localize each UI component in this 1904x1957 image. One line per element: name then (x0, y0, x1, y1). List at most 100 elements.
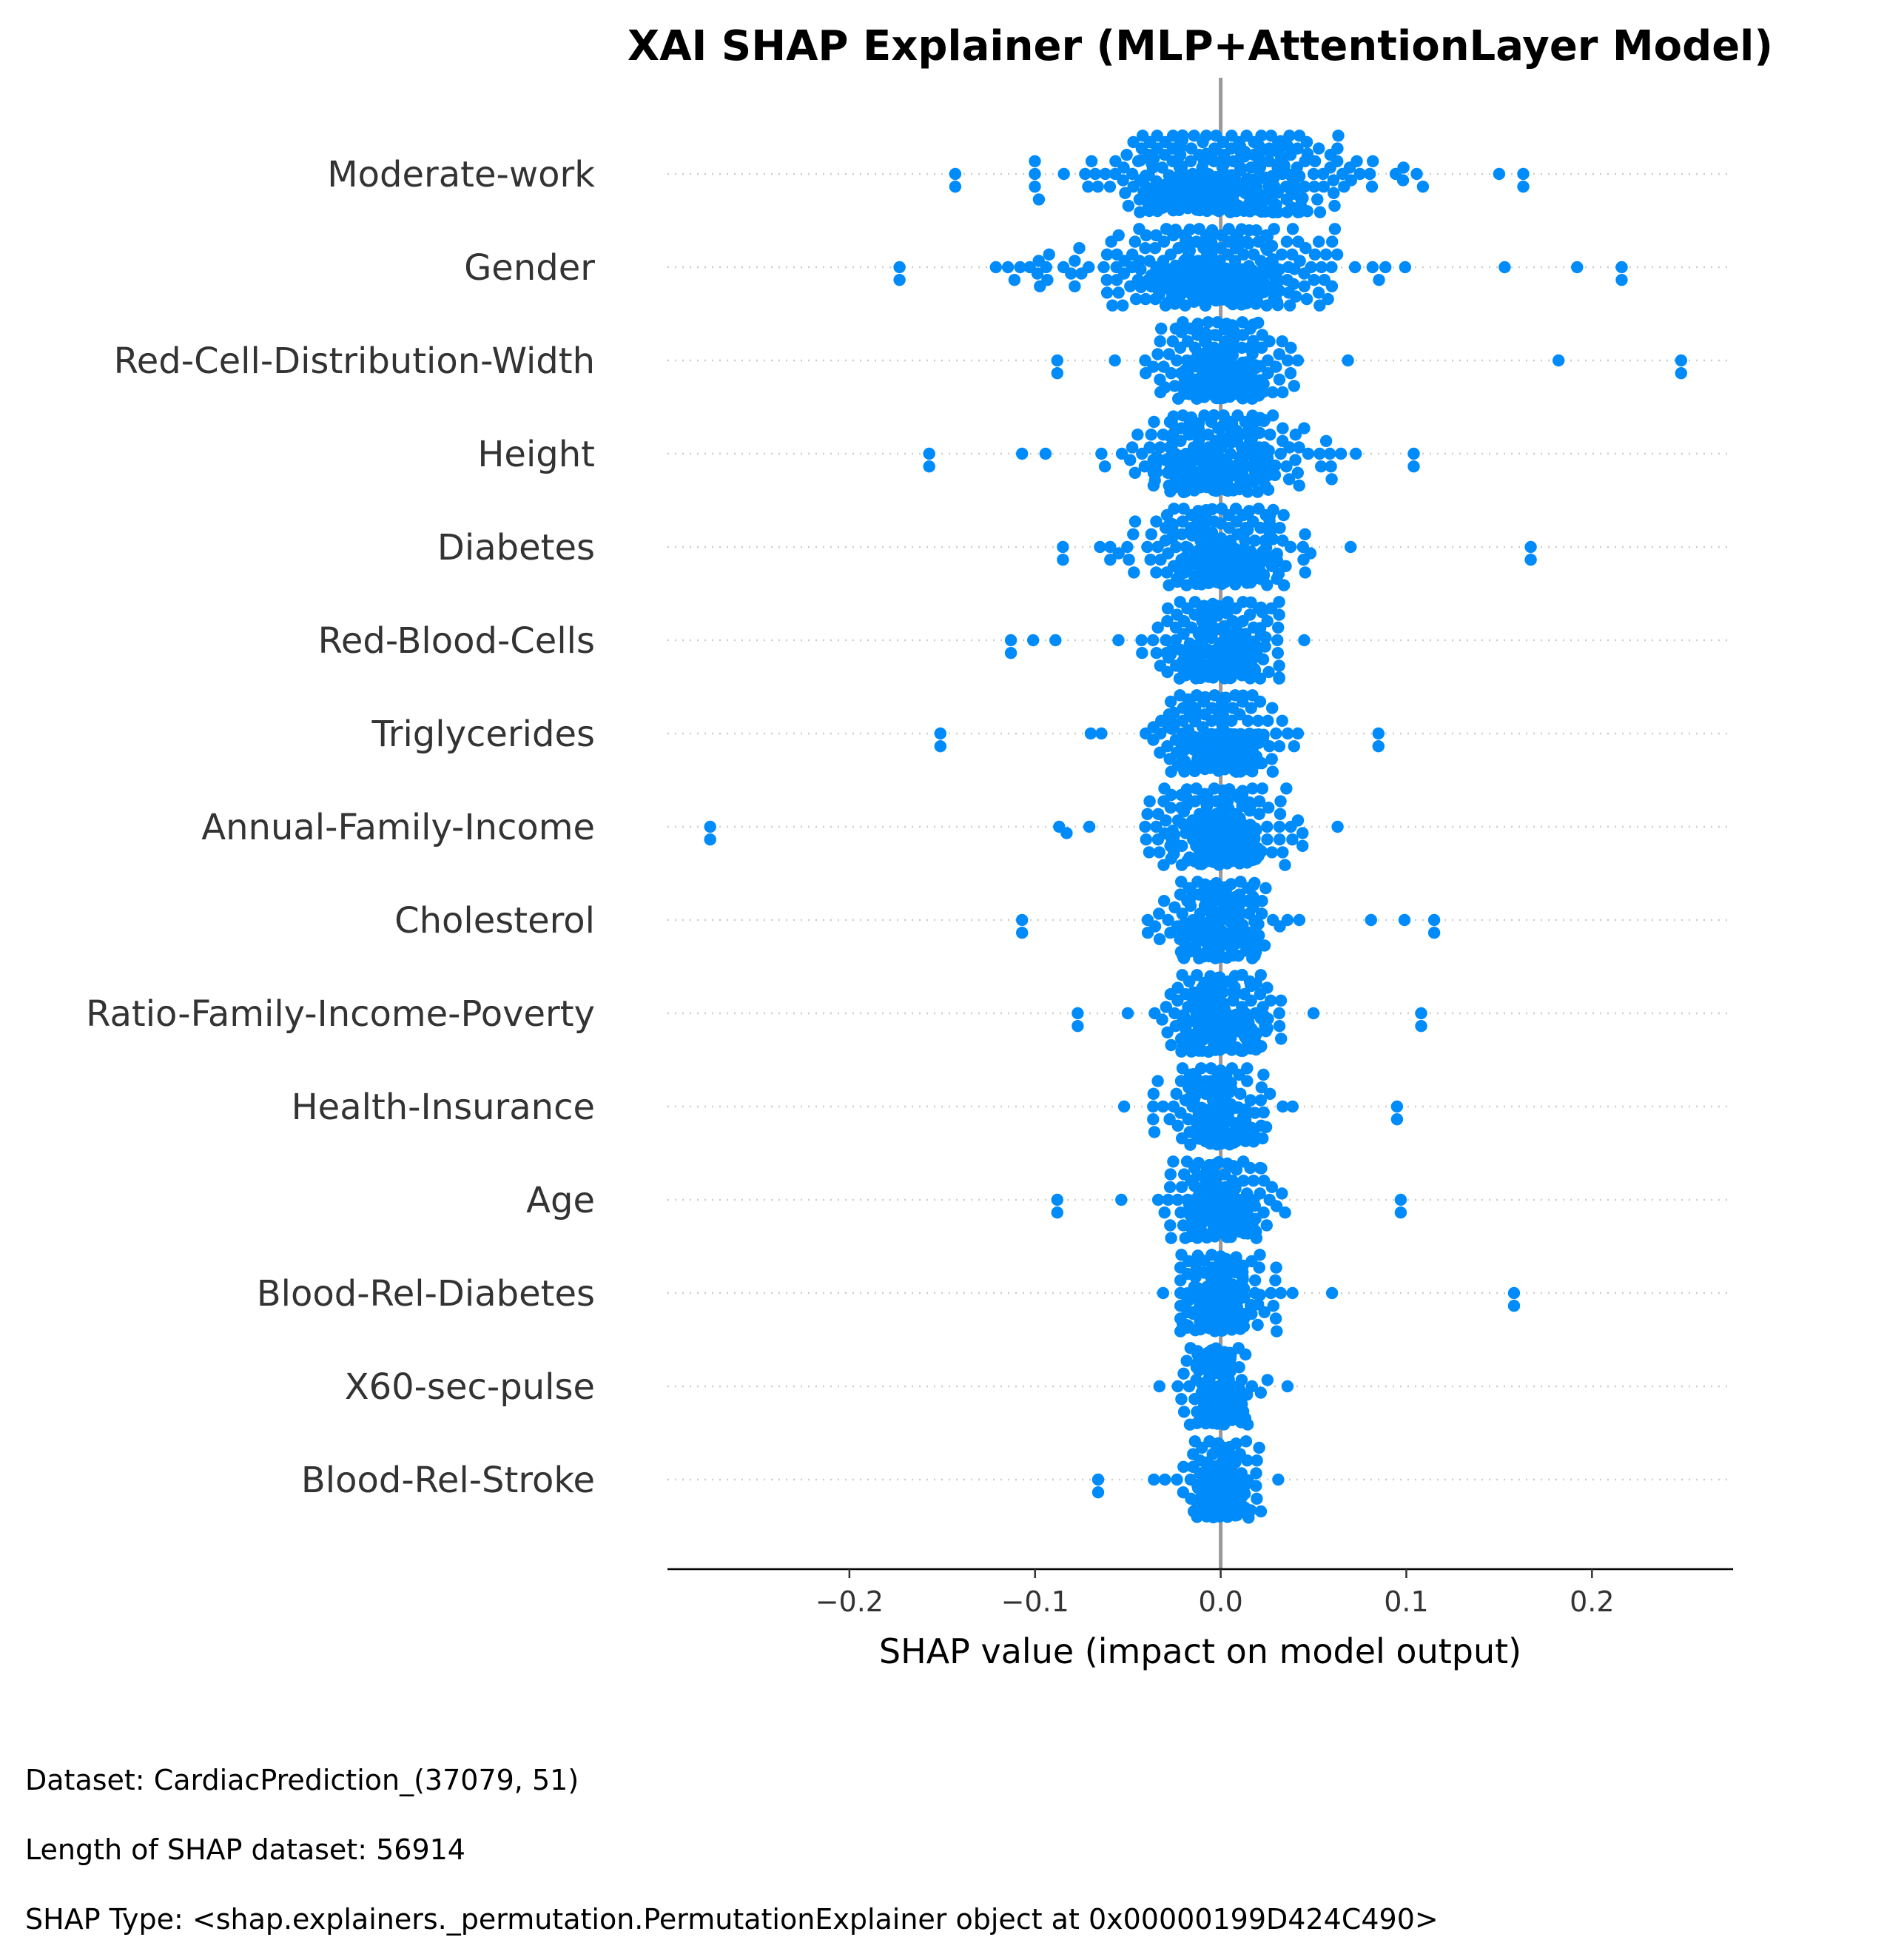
shap-point (1315, 261, 1328, 274)
feature-label: X60-sec-pulse (345, 1366, 595, 1408)
shap-point (1057, 554, 1069, 566)
shap-point (1164, 1168, 1177, 1181)
shap-point (1218, 158, 1231, 170)
shap-point (1073, 242, 1086, 255)
shap-point (1524, 540, 1537, 554)
shap-point (1180, 579, 1193, 591)
shap-point (1415, 1020, 1427, 1033)
shap-point (1165, 1232, 1177, 1244)
shap-point (1140, 833, 1153, 846)
shap-point (1274, 994, 1288, 1007)
shap-point (1304, 547, 1317, 560)
shap-point (1274, 447, 1287, 460)
shap-point (1269, 1312, 1282, 1325)
shap-point (1296, 839, 1309, 853)
shap-point (1257, 1206, 1270, 1219)
shap-point (1150, 515, 1163, 528)
x-tick-label: 0.2 (1570, 1585, 1614, 1618)
shap-point (1249, 1212, 1262, 1226)
shap-point (1119, 187, 1131, 199)
shap-point (1148, 152, 1160, 165)
shap-point (1215, 420, 1228, 433)
shap-point (1043, 248, 1055, 261)
shap-point (1171, 1380, 1184, 1393)
shap-point (1255, 130, 1268, 142)
shap-point (893, 261, 906, 274)
shap-point (1117, 174, 1129, 187)
shap-point (1148, 242, 1162, 255)
shap-point (1366, 261, 1379, 274)
shap-point (1147, 1100, 1160, 1113)
shap-point (1274, 522, 1286, 534)
shap-point (1082, 181, 1094, 193)
shap-point (1312, 286, 1325, 299)
shap-point (1273, 671, 1285, 684)
shap-point (1262, 444, 1275, 457)
shap-point (1194, 1062, 1208, 1075)
shap-point (1150, 566, 1163, 579)
shap-point (1275, 248, 1288, 261)
shap-point (1290, 290, 1302, 303)
shap-point (1257, 377, 1270, 390)
shap-point (1261, 833, 1274, 846)
shap-point (1240, 356, 1253, 369)
shap-point (1128, 235, 1142, 248)
shap-point (1041, 274, 1054, 286)
shap-point (1281, 913, 1294, 927)
shap-point (1256, 895, 1268, 907)
shap-point (1615, 274, 1628, 286)
shap-point (1127, 135, 1140, 149)
shap-point (1193, 433, 1205, 446)
shap-point (1288, 380, 1301, 392)
shap-point (1313, 142, 1325, 155)
shap-point (1273, 348, 1285, 360)
shap-point (1085, 155, 1098, 167)
shap-point (1164, 695, 1177, 708)
shap-point (1251, 1454, 1263, 1467)
shap-point (1150, 466, 1163, 479)
shap-point (1168, 503, 1180, 515)
shap-point (1265, 753, 1278, 765)
shap-point (1257, 728, 1270, 741)
shap-point (1164, 802, 1177, 814)
shap-point (1261, 615, 1274, 628)
shap-point (1675, 354, 1687, 367)
shap-point (1171, 1119, 1184, 1132)
shap-point (1308, 248, 1322, 261)
shap-point (1284, 540, 1297, 554)
shap-point (1139, 820, 1151, 833)
shap-point (1065, 267, 1077, 280)
shap-point (1121, 540, 1134, 554)
shap-point (1325, 261, 1338, 274)
shap-point (1100, 286, 1114, 299)
shap-point (1274, 795, 1287, 808)
shap-point (1250, 824, 1262, 836)
shap-point (1302, 447, 1315, 460)
shap-point (1072, 1007, 1084, 1020)
shap-point (1289, 429, 1302, 441)
feature-label: Ratio-Family-Income-Poverty (86, 993, 595, 1035)
feature-label: Age (526, 1180, 595, 1221)
shap-point (1171, 354, 1183, 367)
shap-point (1128, 566, 1140, 579)
shap-point (1175, 326, 1188, 338)
shap-point (1029, 167, 1041, 181)
shap-point (1084, 727, 1097, 740)
shap-point (1208, 409, 1220, 422)
shap-point (1301, 147, 1314, 160)
shap-point (1112, 634, 1125, 647)
shap-point (1398, 913, 1411, 927)
shap-point (1097, 261, 1110, 274)
shap-point (1145, 429, 1157, 441)
shap-point (1255, 1162, 1268, 1175)
shap-point (1296, 192, 1309, 204)
feature-label: Height (477, 434, 595, 475)
shap-point (1174, 1206, 1187, 1219)
shap-point (1307, 1007, 1320, 1020)
shap-point (1202, 316, 1214, 329)
shap-point (1177, 1460, 1190, 1474)
shap-point (1138, 460, 1151, 473)
shap-point (1248, 1274, 1262, 1287)
shap-point (1322, 292, 1334, 306)
shap-point (1139, 242, 1151, 255)
